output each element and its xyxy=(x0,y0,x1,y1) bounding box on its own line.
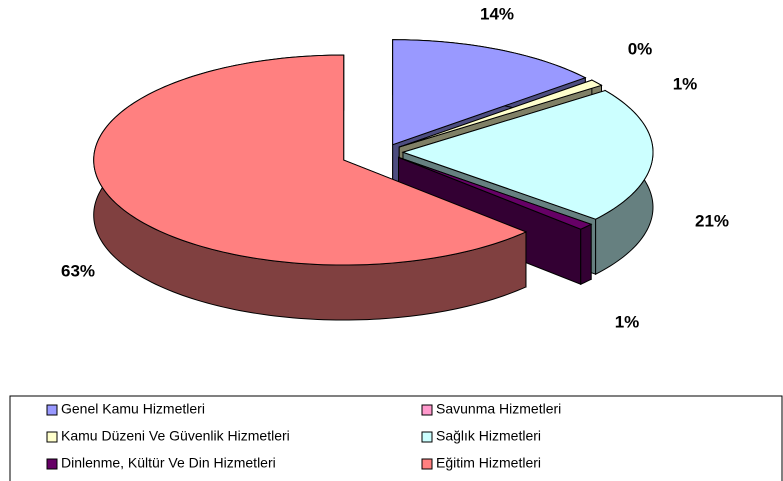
slice-side xyxy=(580,223,592,286)
legend-label: Sağlık Hizmetleri xyxy=(436,428,541,444)
legend-label: Savunma Hizmetleri xyxy=(436,401,561,417)
data-label: 14% xyxy=(480,4,514,23)
legend-swatch xyxy=(421,458,433,470)
legend-swatch xyxy=(46,404,58,416)
slice-top xyxy=(399,79,603,148)
slice-top xyxy=(401,89,654,220)
data-label: 0% xyxy=(628,39,653,58)
legend-label: Genel Kamu Hizmetleri xyxy=(61,401,205,417)
legend-swatch xyxy=(421,404,433,416)
pie-slice xyxy=(93,54,528,321)
slice-top xyxy=(93,54,528,266)
data-label: 1% xyxy=(615,312,640,331)
legend-swatch xyxy=(421,431,433,443)
legend-label: Kamu Düzeni Ve Güvenlik Hizmetleri xyxy=(61,428,290,444)
data-label: 63% xyxy=(61,261,95,280)
legend-label: Eğitim Hizmetleri xyxy=(436,455,541,471)
pie-slice xyxy=(398,156,593,286)
data-label: 21% xyxy=(695,211,729,230)
legend-box xyxy=(9,395,783,481)
legend-label: Dinlenme, Kültür Ve Din Hizmetleri xyxy=(61,455,276,471)
data-label: 1% xyxy=(673,74,698,93)
legend-swatch xyxy=(46,431,58,443)
slice-top xyxy=(392,39,587,146)
legend-swatch xyxy=(46,458,58,470)
slice-top xyxy=(398,156,593,230)
